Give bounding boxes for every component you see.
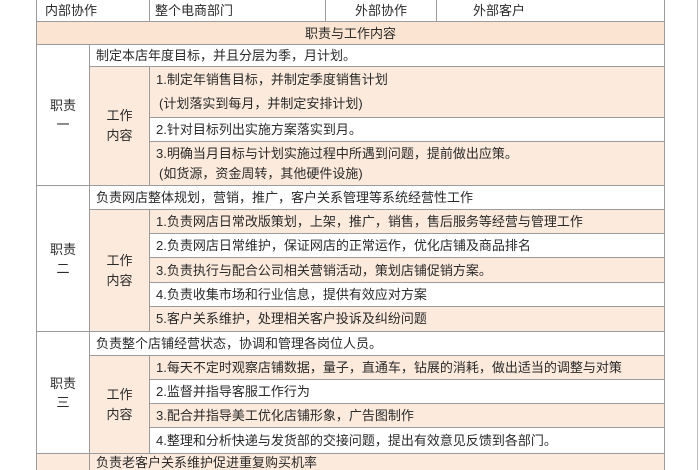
duty-2-item-1: 1.负责网店日常改版策划，上架，推广，销售，售后服务等经营与管理工作: [150, 210, 664, 234]
section-header-duties: 职责与工作内容: [37, 22, 664, 45]
duty-3-label: 职责 三: [37, 332, 90, 453]
duty-2-work-content-label: 工作 内容: [90, 210, 150, 331]
duty-3-label-line2: 三: [56, 394, 70, 410]
duty-1-item-1: 1.制定年销售目标，并制定季度销售计划 (计划落实到每月，并制定安排计划): [150, 67, 664, 118]
duty-2-label-line1: 职责: [49, 241, 76, 257]
cell-internal-collab-label: 内部协作: [37, 0, 150, 21]
duty-2-label-line2: 二: [56, 260, 70, 276]
responsibility-table: 内部协作 整个电商部门 外部协作 外部客户 职责与工作内容 职责 一 制定本店年…: [36, 0, 665, 470]
duty-1-summary: 制定本店年度目标，并且分层为季，月计划。: [90, 45, 664, 67]
duty-2-body: 负责网店整体规划，营销，推广，客户关系管理等系统经营性工作 工作 内容 1.负责…: [90, 186, 664, 331]
duty-3-items: 1.每天不定时观察店铺数据，量子，直通车，钻展的消耗，做出适当的调整与对策 2.…: [150, 356, 664, 453]
duty-block-3: 职责 三 负责整个店铺经营状态，协调和管理各岗位人员。 工作 内容 1.每天不定…: [37, 332, 664, 454]
duty-1-label-line1: 职责: [49, 98, 76, 113]
duty-block-1: 职责 一 制定本店年度目标，并且分层为季，月计划。 工作 内容 1.制定年销售目…: [37, 45, 664, 186]
cell-internal-collab-value: 整个电商部门: [150, 0, 326, 21]
duty-1-items: 1.制定年销售目标，并制定季度销售计划 (计划落实到每月，并制定安排计划) 2.…: [150, 67, 664, 185]
duty-3-body: 负责整个店铺经营状态，协调和管理各岗位人员。 工作 内容 1.每天不定时观察店铺…: [90, 332, 664, 453]
duty-3-item-3: 3.配合并指导美工优化店铺形象，广告图制作: [150, 404, 664, 428]
duty-2-summary: 负责网店整体规划，营销，推广，客户关系管理等系统经营性工作: [90, 186, 664, 210]
duty-2-label: 职责 二: [37, 186, 90, 331]
duty-3-label-line1: 职责: [49, 375, 76, 391]
duty-1-item-2: 2.针对目标列出实施方案落实到月。: [150, 118, 664, 142]
duty-3-item-1: 1.每天不定时观察店铺数据，量子，直通车，钻展的消耗，做出适当的调整与对策: [150, 356, 664, 380]
duty-3-item-2: 2.监督并指导客服工作行为: [150, 380, 664, 404]
cell-external-collab-value: 外部客户: [473, 3, 526, 18]
duty-1-item-3: 3.明确当月目标与计划实施过程中所遇到问题，提前做出应策。 (如货源，资金周转，…: [150, 142, 664, 185]
duty-4-summary: 负责老客户关系维护促进重复购买机率: [96, 455, 318, 470]
duty-3-item-4: 4.整理和分析快递与发货部的交接问题，提出有效意见反馈到各部门。: [150, 428, 664, 453]
duty-1-label: 职责 一: [37, 45, 90, 185]
duty-1-work-content-label: 工作 内容: [90, 67, 150, 185]
duty-4-label-empty: [37, 454, 90, 470]
duty-2-item-2: 2.负责网店日常维护，保证网店的正常运作，优化店铺及商品排名: [150, 234, 664, 258]
duty-2-item-5: 5.客户关系维护，处理相关客户投诉及纠纷问题: [150, 307, 664, 331]
duty-1-label-line2: 一: [56, 117, 70, 132]
page-outer-border: [697, 0, 698, 470]
duty-block-4-partial: 负责老客户关系维护促进重复购买机率: [37, 454, 664, 470]
duty-block-2: 职责 二 负责网店整体规划，营销，推广，客户关系管理等系统经营性工作 工作 内容…: [37, 186, 664, 332]
collaboration-row: 内部协作 整个电商部门 外部协作 外部客户: [37, 0, 664, 22]
duty-2-item-4: 4.负责收集市场和行业信息，提供有效应对方案: [150, 283, 664, 307]
duty-3-work-content-label: 工作 内容: [90, 356, 150, 453]
duty-2-item-3: 3.负责执行与配合公司相关营销活动，策划店铺促销方案。: [150, 258, 664, 283]
duty-1-body: 制定本店年度目标，并且分层为季，月计划。 工作 内容 1.制定年销售目标，并制定…: [90, 45, 664, 185]
duty-2-items: 1.负责网店日常改版策划，上架，推广，销售，售后服务等经营与管理工作 2.负责网…: [150, 210, 664, 331]
cell-external-collab-label: 外部协作: [326, 0, 437, 21]
duty-3-summary: 负责整个店铺经营状态，协调和管理各岗位人员。: [90, 332, 664, 356]
